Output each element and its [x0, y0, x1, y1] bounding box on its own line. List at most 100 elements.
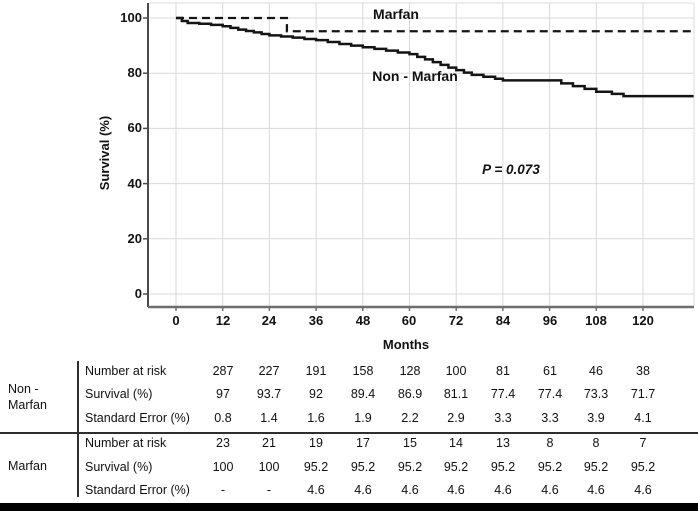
table-cell: 158: [352, 364, 374, 378]
table-cell: 2.9: [447, 411, 465, 425]
table-cell: 14: [449, 436, 463, 450]
table-cell: 128: [399, 364, 421, 378]
table-cell: 4.6: [587, 483, 605, 497]
row-label: Standard Error (%): [85, 411, 190, 425]
table-cell: 95.2: [303, 460, 329, 474]
table-row-nonmarfan-standard-error: Standard Error (%) 0.8 1.4 1.6 1.9 2.2 2…: [0, 410, 698, 428]
table-cell: 15: [403, 436, 417, 450]
table-cell: 4.1: [634, 411, 652, 425]
table-cell: 73.3: [583, 387, 609, 401]
table-cell: 1.6: [307, 411, 325, 425]
table-cell: 4.6: [401, 483, 419, 497]
table-cell: 93.7: [256, 387, 282, 401]
table-cell: 23: [216, 436, 230, 450]
x-tick-36: 36: [308, 313, 324, 328]
p-value-annotation: P = 0.073: [482, 162, 540, 177]
row-label: Number at risk: [85, 436, 167, 450]
table-cell: 81: [496, 364, 510, 378]
table-cell: 77.4: [490, 387, 516, 401]
table-group-divider: [0, 432, 698, 434]
y-tick-100: 100: [120, 10, 142, 25]
table-cell: 3.9: [587, 411, 605, 425]
y-tick-0: 0: [134, 286, 142, 301]
table-cell: 95.2: [443, 460, 469, 474]
x-tick-24: 24: [261, 313, 277, 328]
table-cell: 3.3: [494, 411, 512, 425]
table-cell: 81.1: [443, 387, 469, 401]
table-cell: 95.2: [537, 460, 563, 474]
table-cell: 287: [212, 364, 234, 378]
row-label: Standard Error (%): [85, 483, 190, 497]
y-tick-80: 80: [127, 65, 142, 80]
table-cell: 46: [589, 364, 603, 378]
table-cell: 13: [496, 436, 510, 450]
table-cell: 7: [639, 436, 647, 450]
table-cell: 4.6: [634, 483, 652, 497]
table-cell: 0.8: [214, 411, 232, 425]
table-cell: 95.2: [397, 460, 423, 474]
table-cell: 100: [258, 460, 280, 474]
table-cell: 95.2: [583, 460, 609, 474]
table-cell: 77.4: [537, 387, 563, 401]
group-label-line: Marfan: [8, 459, 47, 473]
table-cell: 4.6: [447, 483, 465, 497]
table-cell: 1.4: [260, 411, 278, 425]
x-axis-label: Months: [382, 337, 430, 352]
group-label-marfan: Marfan: [8, 459, 47, 475]
x-tick-96: 96: [542, 313, 558, 328]
x-tick-48: 48: [355, 313, 371, 328]
group-label-nonmarfan: Non - Marfan: [8, 382, 47, 413]
x-tick-72: 72: [448, 313, 464, 328]
table-cell: 95.2: [630, 460, 656, 474]
table-cell: 89.4: [350, 387, 376, 401]
table-cell: 92: [309, 387, 323, 401]
bottom-rule: [0, 503, 698, 511]
table-cell: 4.6: [354, 483, 372, 497]
nonmarfan-curve-label: Non - Marfan: [372, 68, 458, 84]
table-vertical-divider: [77, 361, 79, 497]
table-cell: 1.9: [354, 411, 372, 425]
table-cell: 4.6: [541, 483, 559, 497]
x-tick-60: 60: [401, 313, 417, 328]
marfan-survival-curve: [176, 16, 694, 33]
table-cell: 4.6: [307, 483, 325, 497]
row-label: Survival (%): [85, 387, 153, 401]
table-cell: -: [266, 483, 272, 497]
table-cell: 8: [546, 436, 554, 450]
table-cell: 8: [592, 436, 600, 450]
x-tick-12: 12: [215, 313, 231, 328]
group-label-line: Marfan: [8, 397, 47, 412]
x-tick-0: 0: [172, 313, 180, 328]
x-tick-120: 120: [632, 313, 654, 328]
group-label-line: Non -: [8, 382, 39, 396]
table-cell: 3.3: [541, 411, 559, 425]
table-cell: 191: [305, 364, 327, 378]
table-row-nonmarfan-survival: Survival (%) 97 93.7 92 89.4 86.9 81.1 7…: [0, 386, 698, 404]
table-cell: 86.9: [397, 387, 423, 401]
table-cell: 97: [216, 387, 230, 401]
nonmarfan-survival-curve: [176, 16, 694, 98]
table-cell: 95.2: [490, 460, 516, 474]
x-tick-108: 108: [585, 313, 607, 328]
table-cell: 95.2: [350, 460, 376, 474]
table-cell: 100: [212, 460, 234, 474]
y-tick-60: 60: [127, 120, 142, 135]
row-label: Number at risk: [85, 364, 167, 378]
x-tick-84: 84: [495, 313, 511, 328]
row-label: Survival (%): [85, 460, 153, 474]
table-row-nonmarfan-number-at-risk: Number at risk 287 227 191 158 128 100 8…: [0, 363, 698, 381]
table-cell: -: [220, 483, 226, 497]
table-cell: 19: [309, 436, 323, 450]
table-cell: 21: [262, 436, 276, 450]
table-cell: 100: [445, 364, 467, 378]
table-row-marfan-standard-error: Standard Error (%) - - 4.6 4.6 4.6 4.6 4…: [0, 482, 698, 500]
table-cell: 17: [356, 436, 370, 450]
y-axis-label: Survival (%): [97, 115, 112, 191]
table-row-marfan-survival: Survival (%) 100 100 95.2 95.2 95.2 95.2…: [0, 459, 698, 477]
marfan-curve-label: Marfan: [373, 6, 419, 22]
table-cell: 2.2: [401, 411, 419, 425]
table-cell: 227: [258, 364, 280, 378]
y-tick-40: 40: [127, 176, 142, 191]
table-cell: 4.6: [494, 483, 512, 497]
